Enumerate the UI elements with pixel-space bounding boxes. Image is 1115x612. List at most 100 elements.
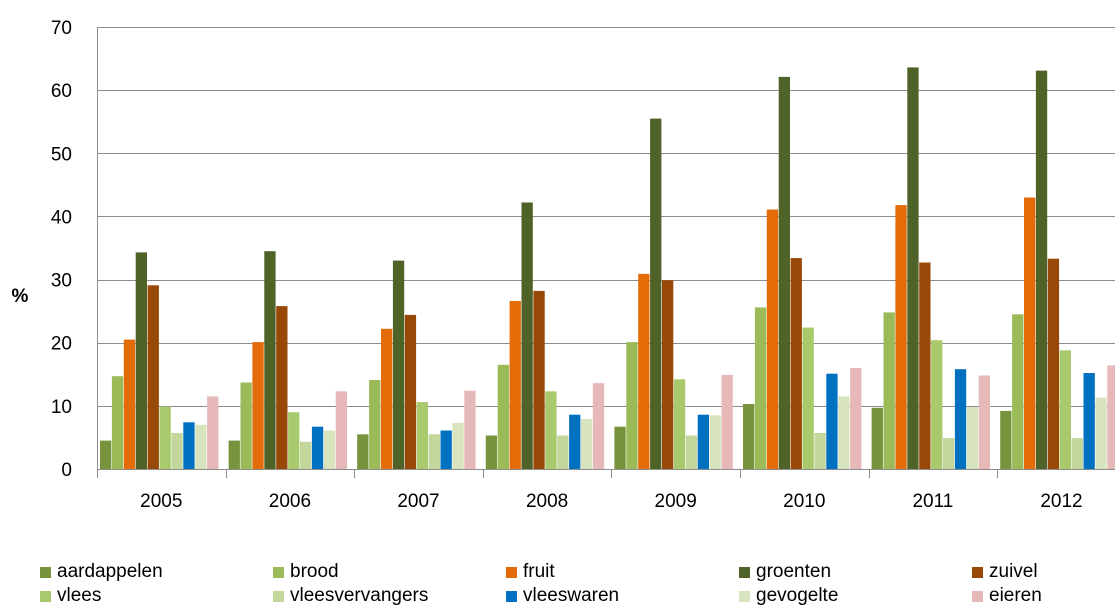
bar-vlees-2012	[1059, 350, 1071, 469]
legend-item-zuivel: zuivel	[972, 561, 1115, 583]
bar-zuivel-2012	[1047, 258, 1060, 469]
bar-groenten-2006	[264, 251, 276, 469]
bar-zuivel-2009	[662, 280, 674, 469]
bar-vlees-2007	[416, 402, 428, 469]
bar-vlees-2009	[673, 379, 686, 469]
legend-label: vleeswaren	[523, 585, 620, 606]
bar-eieren-2009	[721, 374, 733, 469]
legend-swatch	[972, 590, 983, 602]
bar-vleeswaren-2006	[311, 426, 324, 469]
x-tick-label-2007: 2007	[397, 491, 439, 512]
bar-gevogelte-2011	[966, 407, 979, 469]
bar-fruit-2005	[123, 339, 136, 469]
bar-eieren-2012	[1107, 365, 1115, 469]
legend-item-vleeswaren: vleeswaren	[506, 585, 739, 607]
legend-item-fruit: fruit	[506, 561, 739, 583]
x-tick-label-2008: 2008	[526, 491, 568, 512]
legend-label: brood	[290, 561, 339, 582]
bar-eieren-2006	[335, 391, 347, 469]
bar-gevogelte-2009	[709, 415, 721, 469]
axes: 0 10 20 30 40 50 60 70 2005 2006 2007 2008 2009 2010 2…	[51, 18, 1115, 512]
bar-brood-2011	[883, 312, 895, 469]
y-axis-label: %	[12, 286, 29, 307]
bar-brood-2006	[240, 382, 252, 469]
legend-item-groenten: groenten	[739, 561, 972, 583]
bar-groenten-2011	[907, 67, 919, 470]
y-tick-label: 0	[61, 460, 72, 481]
bar-brood-2008	[497, 364, 509, 469]
bar-eieren-2007	[464, 390, 476, 469]
legend-label: fruit	[523, 561, 555, 582]
bar-eieren-2005	[207, 396, 219, 469]
bar-fruit-2010	[766, 209, 779, 469]
bar-vleeswaren-2007	[440, 430, 452, 469]
bar-zuivel-2010	[790, 258, 802, 469]
y-tick-label: 10	[51, 397, 72, 418]
bar-vleesvervangers-2007	[428, 434, 440, 469]
bar-aardappelen-2011	[871, 407, 883, 469]
y-tick-label: 30	[51, 271, 72, 292]
bar-fruit-2011	[895, 205, 907, 469]
bar-vleesvervangers-2006	[300, 441, 312, 469]
bar-eieren-2011	[978, 375, 990, 469]
y-tick-label: 70	[51, 18, 72, 39]
bar-vleesvervangers-2012	[1071, 438, 1083, 469]
x-tick-label-2011: 2011	[912, 491, 953, 512]
x-tick-label-2009: 2009	[655, 491, 697, 512]
x-tick-label-2010: 2010	[783, 491, 825, 512]
legend: aardappelen brood fruit groenten zuivel vlees…	[40, 561, 1115, 607]
bar-gevogelte-2008	[581, 419, 593, 469]
x-tick-label-2005: 2005	[140, 491, 182, 512]
y-tick-label: 40	[51, 207, 72, 228]
bar-groenten-2012	[1035, 70, 1048, 469]
bar-fruit-2006	[252, 342, 264, 469]
legend-item-aardappelen: aardappelen	[40, 561, 273, 583]
bar-zuivel-2007	[404, 314, 417, 469]
bar-fruit-2009	[638, 273, 650, 469]
bar-aardappelen-2009	[614, 426, 626, 469]
bar-brood-2010	[754, 307, 767, 469]
legend-item-eieren: eieren	[972, 585, 1115, 607]
legend-swatch	[273, 590, 284, 602]
bar-aardappelen-2006	[228, 440, 240, 469]
bar-vleesvervangers-2005	[171, 433, 183, 469]
bar-aardappelen-2007	[357, 434, 369, 469]
bar-groenten-2009	[650, 118, 662, 469]
legend-label: vleesvervangers	[290, 585, 429, 606]
legend-swatch	[506, 590, 517, 602]
bar-vleesvervangers-2010	[814, 433, 826, 469]
bar-vleeswaren-2010	[826, 373, 838, 469]
legend-swatch	[40, 590, 51, 602]
bar-vlees-2010	[802, 327, 814, 469]
legend-swatch	[739, 566, 750, 578]
x-tick-label-2012: 2012	[1040, 491, 1082, 512]
legend-swatch	[273, 566, 284, 578]
legend-swatch	[506, 566, 517, 578]
bar-aardappelen-2012	[1000, 410, 1012, 469]
bar-vleeswaren-2005	[183, 422, 195, 469]
legend-label: aardappelen	[57, 561, 163, 582]
legend-label: eieren	[989, 585, 1042, 606]
bar-vlees-2005	[159, 406, 171, 469]
bar-vlees-2008	[545, 391, 557, 469]
bar-vleesvervangers-2009	[685, 435, 698, 469]
legend-item-vlees: vlees	[40, 585, 273, 607]
bar-fruit-2008	[509, 301, 521, 469]
bar-aardappelen-2005	[100, 440, 112, 469]
legend-item-vleesvervangers: vleesvervangers	[273, 585, 506, 607]
chart: 0 10 20 30 40 50 60 70 2005 2006 2007 2008 2009 2010 2…	[12, 18, 1115, 512]
bar-vleesvervangers-2011	[943, 438, 955, 469]
bar-groenten-2010	[778, 76, 790, 470]
bar-zuivel-2006	[276, 306, 288, 469]
bar-brood-2012	[1012, 314, 1024, 469]
y-tick-label: 60	[51, 81, 72, 102]
bar-eieren-2010	[850, 368, 862, 469]
legend-item-brood: brood	[273, 561, 506, 583]
bar-zuivel-2005	[147, 285, 159, 469]
bar-vleeswaren-2011	[954, 369, 967, 469]
bar-zuivel-2008	[533, 290, 545, 469]
bar-gevogelte-2010	[838, 396, 850, 469]
x-tick-label-2006: 2006	[269, 491, 311, 512]
legend-label: zuivel	[989, 561, 1038, 582]
bar-brood-2007	[369, 380, 381, 469]
